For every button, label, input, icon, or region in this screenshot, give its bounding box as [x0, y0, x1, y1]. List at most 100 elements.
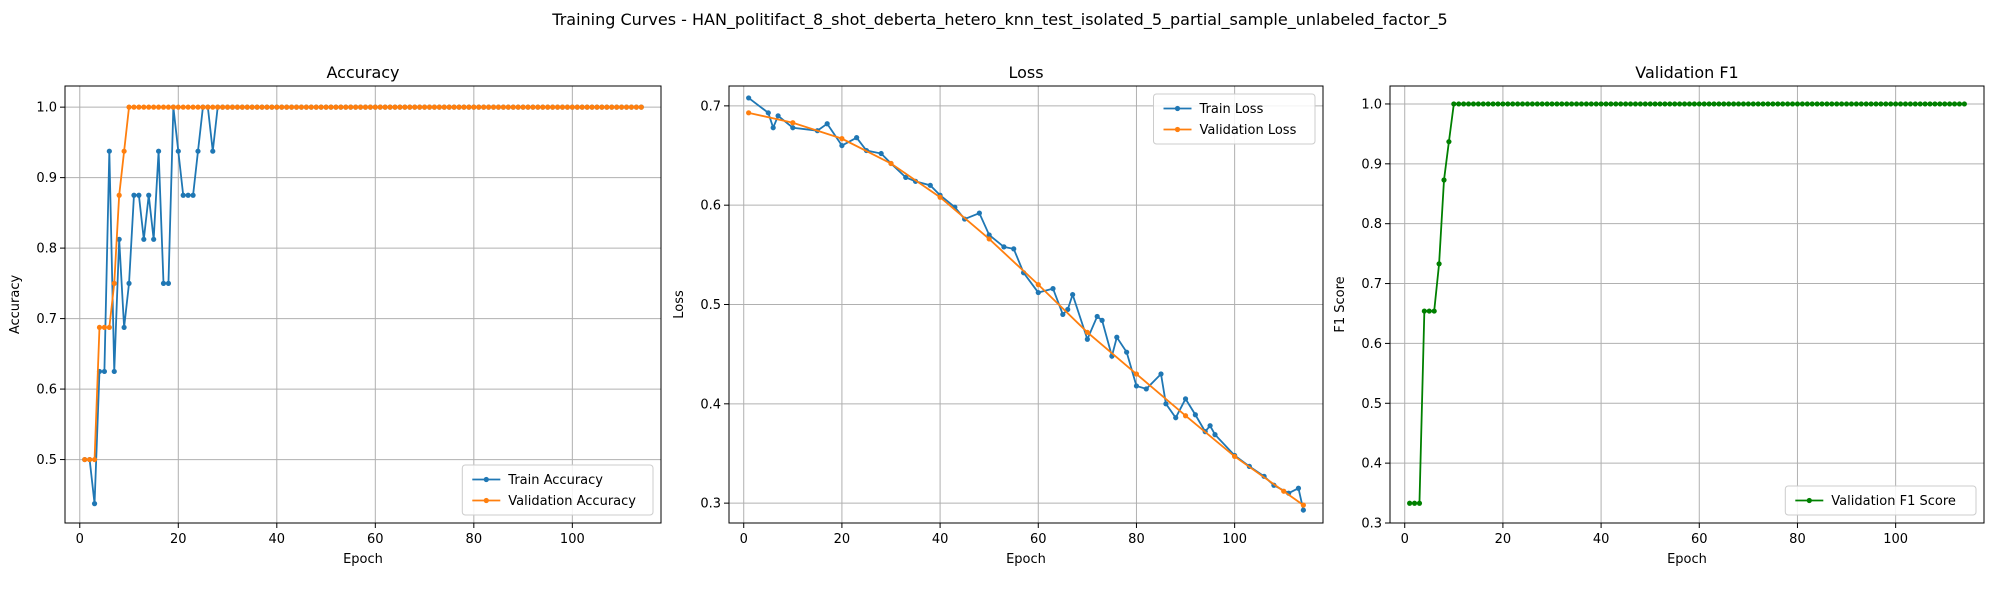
data-point: [348, 104, 354, 110]
data-point: [525, 104, 531, 110]
data-point: [461, 104, 467, 110]
data-point: [1873, 101, 1879, 107]
data-point: [185, 104, 191, 110]
data-point: [1819, 101, 1825, 107]
data-point: [343, 104, 349, 110]
data-point: [476, 104, 482, 110]
data-point: [160, 280, 167, 286]
legend-box: [1784, 485, 1977, 516]
data-point: [1858, 101, 1864, 107]
legend: Validation F1 Score: [1784, 485, 1977, 516]
data-point: [1721, 101, 1727, 107]
data-point: [1524, 101, 1531, 107]
data-point: [288, 104, 295, 110]
data-point: [1583, 101, 1589, 107]
x-tick-label: 0: [76, 532, 84, 547]
data-point: [1618, 101, 1624, 107]
data-point: [986, 236, 992, 242]
data-point: [599, 104, 605, 110]
data-point: [1716, 101, 1722, 107]
data-point: [1829, 101, 1835, 107]
data-point: [1726, 101, 1732, 107]
y-tick-label: 0.7: [700, 99, 721, 114]
data-point: [1480, 101, 1486, 107]
data-point: [1642, 101, 1648, 107]
data-point: [1001, 244, 1007, 250]
data-point: [293, 104, 300, 110]
data-point: [87, 456, 93, 463]
data-point: [790, 125, 796, 131]
data-point: [1559, 101, 1565, 107]
data-point: [234, 104, 240, 110]
x-tick-label: 20: [834, 532, 851, 547]
data-point: [515, 104, 521, 110]
legend-marker: [1174, 126, 1181, 133]
data-point: [790, 120, 796, 126]
legend: Train Accuracy Validation Accuracy: [461, 464, 654, 516]
data-point: [205, 104, 211, 110]
legend-marker: [1174, 105, 1181, 112]
data-point: [229, 104, 236, 110]
data-point: [746, 95, 752, 101]
x-tick-label: 60: [367, 532, 384, 547]
data-point: [1143, 386, 1149, 392]
loss-chart: 0 20 40 60 80 100 0.3 0.4 0.5 0.6 0.7 Loss Epoch Loss…: [672, 63, 1324, 567]
y-tick-label: 0.9: [1361, 157, 1382, 172]
data-point: [594, 104, 600, 110]
data-point: [1124, 349, 1130, 355]
data-point: [1084, 329, 1090, 335]
chart-title: Accuracy: [326, 63, 399, 82]
x-tick-label: 80: [1789, 532, 1806, 547]
data-point: [141, 236, 147, 242]
validation-f1-chart: 0 20 40 60 80 100 0.3 0.4 0.5 0.6 0.7 0.8 0.9 1.0 Vali…: [1333, 63, 1985, 567]
data-point: [574, 104, 580, 110]
x-tick-label: 80: [466, 532, 483, 547]
data-point: [1711, 101, 1717, 107]
data-point: [1623, 101, 1629, 107]
data-point: [1686, 101, 1693, 107]
data-point: [155, 148, 162, 154]
data-point: [854, 135, 860, 141]
data-point: [535, 104, 541, 110]
data-point: [1549, 101, 1555, 107]
data-point: [1407, 500, 1413, 506]
series-validation-loss: [746, 110, 1306, 508]
data-point: [1745, 101, 1751, 107]
data-point: [770, 125, 776, 131]
data-point: [1652, 101, 1658, 107]
data-point: [1937, 101, 1943, 107]
data-point: [1637, 101, 1643, 107]
data-point: [402, 104, 408, 110]
data-point: [131, 192, 137, 198]
data-point: [1917, 101, 1923, 107]
data-point: [1500, 101, 1506, 107]
data-point: [190, 104, 196, 110]
series-validation-f1-score: [1407, 101, 1967, 506]
data-point: [633, 104, 639, 110]
data-point: [1060, 311, 1066, 318]
data-point: [1207, 423, 1213, 429]
legend-box: [1153, 93, 1316, 145]
data-point: [1770, 101, 1776, 107]
legend-marker: [1806, 497, 1812, 504]
data-point: [111, 280, 117, 286]
data-point: [1461, 101, 1467, 107]
x-axis-label: Epoch: [1006, 552, 1046, 567]
data-point: [628, 104, 635, 110]
data-point: [116, 236, 122, 242]
data-point: [1735, 101, 1742, 107]
data-point: [1627, 101, 1634, 107]
data-point: [1657, 101, 1663, 107]
data-point: [1785, 101, 1791, 107]
data-point: [1534, 101, 1540, 107]
x-tick-label: 100: [560, 532, 585, 547]
legend-marker: [483, 497, 489, 504]
data-point: [1281, 488, 1287, 494]
y-axis-label: Loss: [672, 290, 687, 319]
data-point: [367, 104, 373, 110]
data-point: [1173, 415, 1179, 421]
data-point: [264, 104, 270, 110]
data-point: [441, 104, 447, 110]
data-point: [1922, 101, 1928, 107]
data-point: [151, 104, 157, 110]
